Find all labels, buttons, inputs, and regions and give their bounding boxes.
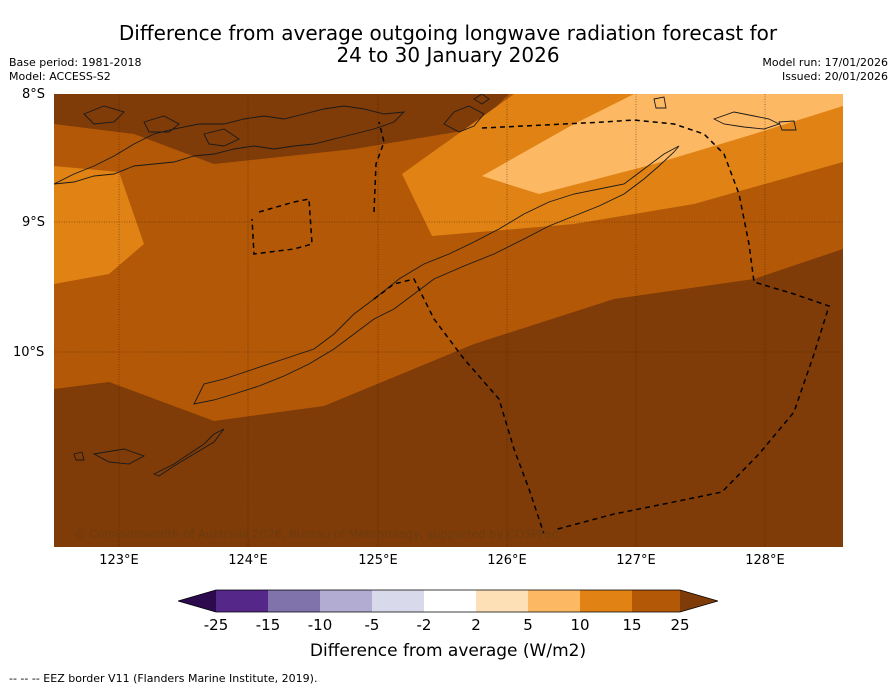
title-line-2: 24 to 30 January 2026 bbox=[336, 43, 560, 67]
colorbar-segment bbox=[372, 590, 424, 612]
colorbar-segment bbox=[424, 590, 476, 612]
colorbar-segment bbox=[528, 590, 580, 612]
olr-anomaly-map: © Commonwealth of Australia 2026, Bureau… bbox=[54, 94, 843, 547]
colorbar-outline bbox=[178, 589, 718, 613]
colorbar-segment bbox=[632, 590, 680, 612]
lon-label-127e: 127°E bbox=[616, 553, 656, 568]
graticule bbox=[54, 94, 843, 547]
contour-gt25-north bbox=[54, 94, 509, 164]
contour-5-10 bbox=[482, 94, 843, 194]
title-line-1: Difference from average outgoing longwav… bbox=[118, 21, 778, 45]
colorbar-segment bbox=[216, 590, 268, 612]
lon-label-124e: 124°E bbox=[228, 553, 268, 568]
lat-label-8s: 8°S bbox=[22, 87, 46, 102]
colorbar-segment bbox=[476, 590, 528, 612]
lat-label-10s: 10°S bbox=[13, 345, 45, 360]
footer-eez-note: -- -- -- EEZ border V11 (Flanders Marine… bbox=[9, 672, 318, 685]
colorbar-tick: 2 bbox=[471, 616, 481, 634]
colorbar-tick: -2 bbox=[416, 616, 432, 634]
colorbar-segment bbox=[320, 590, 372, 612]
colorbar-label: Difference from average (W/m2) bbox=[309, 641, 587, 661]
lat-label-9s: 9°S bbox=[22, 215, 46, 230]
colorbar-segment bbox=[580, 590, 632, 612]
lon-label-126e: 126°E bbox=[487, 553, 527, 568]
colorbar-tick: -15 bbox=[255, 616, 281, 634]
colorbar-tick: -5 bbox=[364, 616, 380, 634]
contour-gt25-south bbox=[54, 249, 843, 547]
coastlines bbox=[54, 94, 797, 477]
map-svg bbox=[54, 94, 843, 547]
issued-date: Issued: 20/01/2026 bbox=[781, 70, 888, 83]
lon-label-128e: 128°E bbox=[745, 553, 785, 568]
colorbar-tick: 25 bbox=[670, 616, 690, 634]
eez-border bbox=[251, 119, 830, 535]
colorbar-tick: -25 bbox=[203, 616, 229, 634]
colorbar-extend-high bbox=[680, 590, 718, 612]
lon-label-125e: 125°E bbox=[358, 553, 398, 568]
lon-label-123e: 123°E bbox=[99, 553, 139, 568]
colorbar-tick: 15 bbox=[622, 616, 642, 634]
copyright-notice: © Commonwealth of Australia 2026, Bureau… bbox=[74, 527, 559, 541]
colorbar-tick: -10 bbox=[307, 616, 333, 634]
colorbar-extend-low bbox=[178, 590, 216, 612]
colorbar bbox=[178, 589, 718, 613]
colorbar-tick: 10 bbox=[570, 616, 590, 634]
model-name: Model: ACCESS-S2 bbox=[9, 70, 111, 83]
colorbar-tick: 5 bbox=[523, 616, 533, 634]
contour-10-15-west bbox=[54, 166, 144, 284]
model-run: Model run: 17/01/2026 bbox=[762, 56, 888, 69]
colorbar-segment bbox=[268, 590, 320, 612]
base-period: Base period: 1981-2018 bbox=[9, 56, 142, 69]
